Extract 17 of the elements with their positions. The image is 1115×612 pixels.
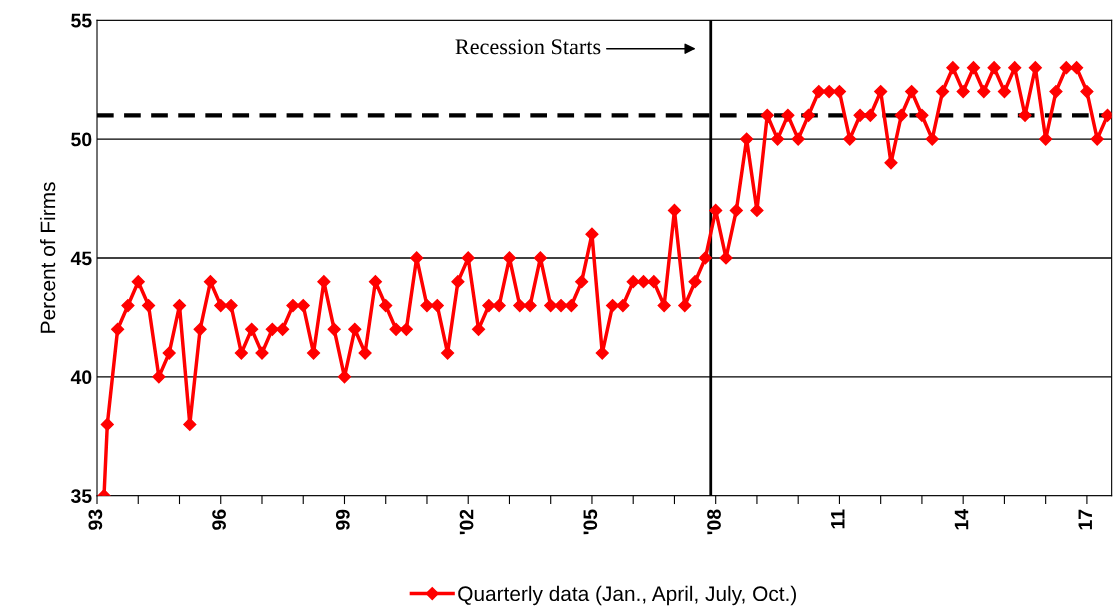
x-tick-label: 99	[335, 509, 350, 530]
y-tick-label: 50	[71, 132, 92, 147]
ref-line-label: Recession Starts	[455, 39, 601, 55]
x-tick-label: '08	[707, 509, 721, 535]
x-tick-label: 14	[954, 509, 969, 530]
legend-label: Quarterly data (Jan., April, July, Oct.)	[458, 585, 796, 606]
x-tick-label: 11	[831, 509, 845, 529]
x-tick-label: 96	[212, 509, 226, 530]
y-tick-label: 55	[71, 13, 92, 28]
y-axis-title: Percent of Firms	[39, 182, 56, 333]
x-tick-label: '05	[583, 509, 598, 535]
y-tick-label: 40	[70, 370, 92, 385]
x-tick-label: 93	[88, 509, 103, 530]
y-tick-label: 45	[70, 251, 92, 266]
x-tick-label: '02	[459, 509, 474, 535]
x-tick-label: 17	[1078, 509, 1092, 530]
y-tick-label: 35	[70, 489, 92, 503]
